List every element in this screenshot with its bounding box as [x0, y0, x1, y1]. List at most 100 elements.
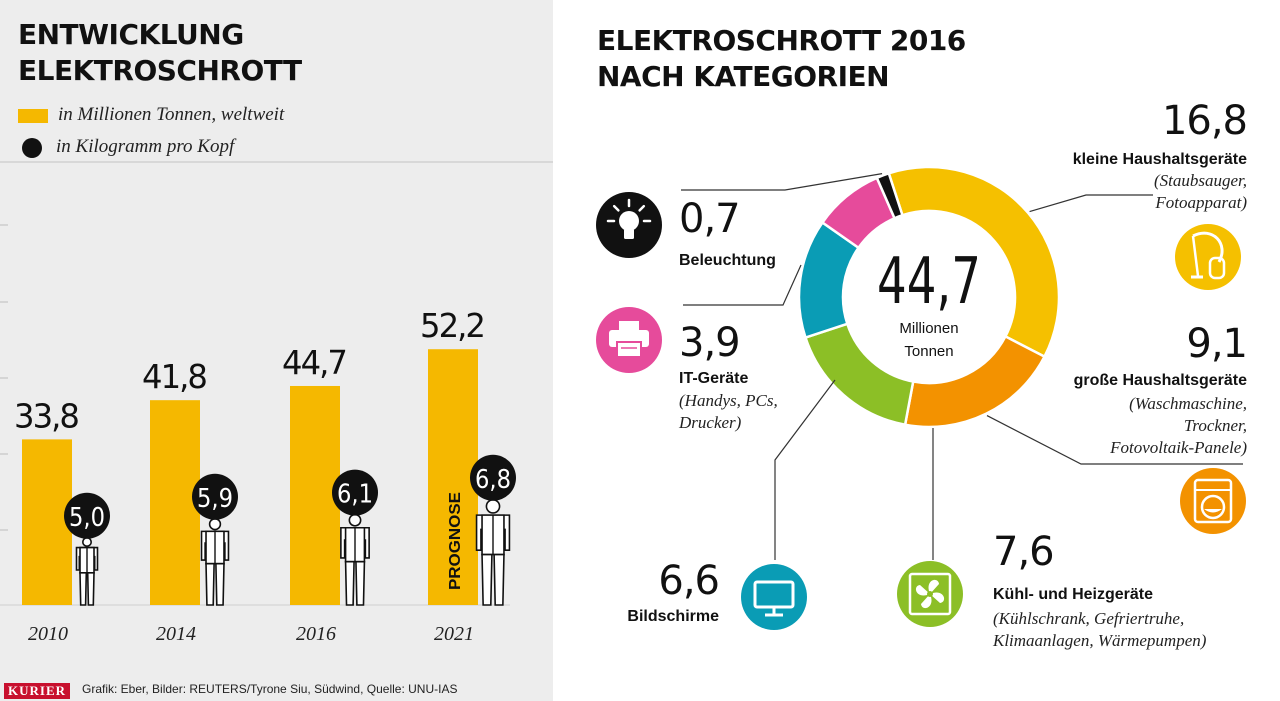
leader-grosse-haushaltsgeraete: [986, 415, 1243, 465]
x-tick-2010: 2010: [28, 623, 68, 645]
bar-2016: [290, 385, 340, 605]
kg-value-2016: 6,1: [337, 480, 373, 510]
person-icon-2021: [475, 498, 511, 606]
fan-hub: [927, 591, 933, 597]
donut-slice-kuehl-und-heizgeraete: [803, 322, 915, 427]
kg-value-2010: 5,0: [69, 503, 105, 533]
person-leg-left: [344, 560, 355, 606]
printer-icon: [596, 307, 662, 373]
fan-frame: [908, 572, 952, 616]
person-head: [208, 517, 222, 531]
bar-2010: [22, 439, 72, 605]
printer-paper-out: [616, 341, 642, 358]
fan-blade: [928, 579, 939, 594]
bulb-glass: [619, 211, 639, 231]
legend-item-tonnes: in Millionen Tonnen, weltweit: [18, 104, 284, 126]
x-tick-2021: 2021: [434, 623, 474, 645]
left-panel: ENTWICKLUNG ELEKTROSCHROTT in Millionen …: [0, 0, 553, 701]
bar-chart-title-line1: ENTWICKLUNG: [18, 18, 244, 51]
value-grosse-haushaltsgeraete: 9,1: [1186, 321, 1247, 367]
donut-chart-title-line1: ELEKTROSCHROTT 2016: [597, 24, 966, 57]
kg-bubble-2021: [470, 454, 516, 501]
kg-value-2014: 5,9: [197, 484, 233, 514]
x-tick-2014: 2014: [156, 623, 196, 645]
person-head: [348, 513, 362, 527]
sublabel-grosse-haushaltsgeraete: Fotovoltaik-Panele): [1109, 438, 1247, 457]
fan-blade: [930, 592, 945, 603]
sublabel-kleine-haushaltsgeraete: (Staubsauger,: [1154, 171, 1247, 190]
sublabel-it-geraete: Drucker): [678, 413, 742, 432]
value-kleine-haushaltsgeraete: 16,8: [1162, 98, 1247, 144]
value-beleuchtung: 0,7: [679, 196, 740, 242]
kg-bubble-2014: [192, 473, 238, 520]
legend-label-tonnes: in Millionen Tonnen, weltweit: [58, 104, 285, 125]
sublabel-it-geraete: (Handys, PCs,: [679, 391, 778, 410]
vacuum-body: [1208, 256, 1226, 280]
sublabel-grosse-haushaltsgeraete: Trockner,: [1184, 416, 1247, 435]
person-leg-left: [205, 562, 215, 606]
person-icon-2010: [75, 536, 99, 606]
person-leg-right: [86, 571, 95, 606]
person-icon-2014: [200, 517, 230, 606]
legend-label-per-capita: in Kilogramm pro Kopf: [56, 136, 235, 157]
washing-machine-icon-bg: [1180, 468, 1246, 534]
leader-beleuchtung: [681, 173, 883, 191]
light-bulb-icon: [596, 192, 662, 258]
person-leg-right: [355, 560, 366, 606]
kg-value-2021: 6,8: [475, 465, 511, 495]
label-beleuchtung: Beleuchtung: [679, 252, 776, 269]
washer-door: [1200, 494, 1226, 520]
bar-2014: [150, 400, 200, 605]
value-it-geraete: 3,9: [679, 320, 740, 366]
vacuum-pipe: [1191, 235, 1200, 277]
person-leg-right: [215, 562, 225, 606]
bar-value-2016: 44,7: [282, 343, 346, 382]
label-kuehl-heizgeraete: Kühl- und Heizgeräte: [993, 586, 1153, 603]
credits-text: Grafik: Eber, Bilder: REUTERS/Tyrone Siu…: [82, 682, 458, 696]
bar-2021: [428, 349, 478, 605]
vacuum-icon: [1175, 224, 1241, 290]
prognose-label: PROGNOSE: [447, 492, 464, 590]
fan-blade: [915, 585, 930, 596]
bar-value-2014: 41,8: [142, 357, 206, 396]
person-leg-left: [79, 571, 88, 606]
leader-it-geraete: [683, 264, 802, 306]
value-kuehl-heizgeraete: 7,6: [993, 529, 1054, 575]
bulb-ray: [612, 204, 620, 212]
leader-bildschirme: [774, 379, 836, 560]
label-bildschirme: Bildschirme: [627, 608, 719, 625]
legend-item-per-capita: in Kilogramm pro Kopf: [18, 136, 234, 158]
leader-kleine-haushaltsgeraete: [1029, 194, 1153, 213]
label-grosse-haushaltsgeraete: große Haushaltsgeräte: [1074, 372, 1247, 389]
donut-slice-beleuchtung: [875, 171, 905, 220]
donut-center-unit-line1: Millionen: [899, 320, 958, 337]
washing-machine-icon: [1180, 468, 1246, 534]
fan-icon: [897, 561, 963, 627]
fan-blade: [921, 594, 932, 609]
value-bildschirme: 6,6: [658, 558, 719, 604]
legend-swatch-dot: [22, 137, 42, 158]
kg-bubble-2016: [332, 469, 378, 516]
sublabel-kuehl-heizgeraete: (Kühlschrank, Gefriertruhe,: [993, 609, 1184, 628]
sublabel-kuehl-heizgeraete: Klimaanlagen, Wärmepumpen): [992, 631, 1207, 650]
sublabel-grosse-haushaltsgeraete: (Waschmaschine,: [1129, 394, 1247, 413]
bar-value-2021: 52,2: [420, 306, 484, 345]
brand-logo: KURIER: [4, 683, 71, 699]
vacuum-hose: [1192, 231, 1224, 263]
monitor-icon: [741, 564, 807, 630]
bar-chart-title-line2: ELEKTROSCHROTT: [18, 54, 302, 87]
footer: KURIER Grafik: Eber, Bilder: REUTERS/Tyr…: [0, 680, 553, 701]
donut-chart-title-line2: NACH KATEGORIEN: [597, 60, 890, 93]
sublabel-kleine-haushaltsgeraete: Fotoapparat): [1154, 193, 1247, 212]
x-tick-2016: 2016: [296, 623, 336, 645]
legend-swatch-bar: [18, 108, 48, 123]
label-kleine-haushaltsgeraete: kleine Haushaltsgeräte: [1073, 151, 1247, 168]
person-leg-left: [481, 553, 493, 606]
right-panel: ELEKTROSCHROTT 2016 NACH KATEGORIEN 44,7…: [553, 0, 1280, 701]
donut-center-unit-line2: Tonnen: [904, 343, 953, 360]
monitor-icon-bg: [741, 564, 807, 630]
bar-chart: 33,8 2010 5,0 41,8 2014 5,9 44,7 2016 6,1 52,2 202…: [0, 161, 553, 645]
person-head: [485, 498, 501, 514]
person-head: [82, 536, 93, 547]
